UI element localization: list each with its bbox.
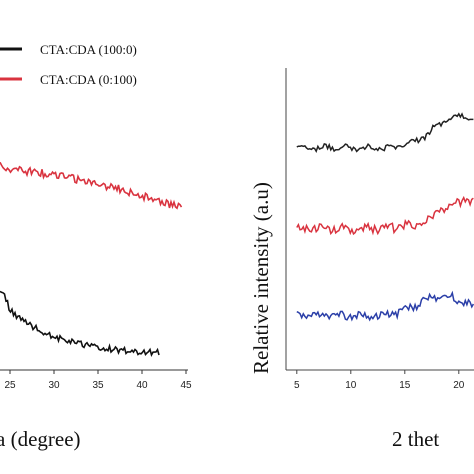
left-x-ticks: 25 30 35 40 45: [4, 370, 192, 391]
left-x-tick-label: 35: [92, 380, 104, 391]
series-line-cta-cda-0-100: [0, 161, 183, 210]
series-line-cta-cda-100-0: [0, 290, 160, 357]
right-x-tick-label: 5: [294, 380, 300, 391]
left-x-axis-title: a (degree): [0, 427, 81, 451]
left-x-tick-label: 40: [136, 380, 148, 391]
right-x-axis-title: 2 thet: [392, 427, 439, 451]
right-y-axis-title: Relative intensity (a.u): [249, 182, 273, 374]
left-series: [0, 161, 183, 357]
left-panel: 25 30 35 40 45 CTA:CDA (100:0) CTA:CDA (0:10…: [0, 42, 192, 451]
legend: CTA:CDA (100:0) CTA:CDA (0:100): [0, 42, 137, 87]
right-x-tick-label: 10: [345, 380, 357, 391]
right-series: [296, 112, 474, 322]
right-x-tick-label: 15: [399, 380, 411, 391]
left-x-tick-label: 30: [48, 380, 60, 391]
right-series-line-1: [296, 112, 474, 153]
right-series-line-2: [296, 195, 474, 236]
legend-label-red: CTA:CDA (0:100): [40, 72, 137, 87]
left-x-tick-label: 45: [180, 380, 192, 391]
legend-label-black: CTA:CDA (100:0): [40, 42, 137, 57]
right-panel: 5 10 15 20 Relative intensity (a.u) 2 thet: [249, 68, 474, 451]
left-x-tick-label: 25: [4, 380, 16, 391]
right-x-tick-label: 20: [453, 380, 465, 391]
right-series-line-3: [296, 290, 474, 322]
right-x-ticks: 5 10 15 20: [294, 370, 465, 391]
